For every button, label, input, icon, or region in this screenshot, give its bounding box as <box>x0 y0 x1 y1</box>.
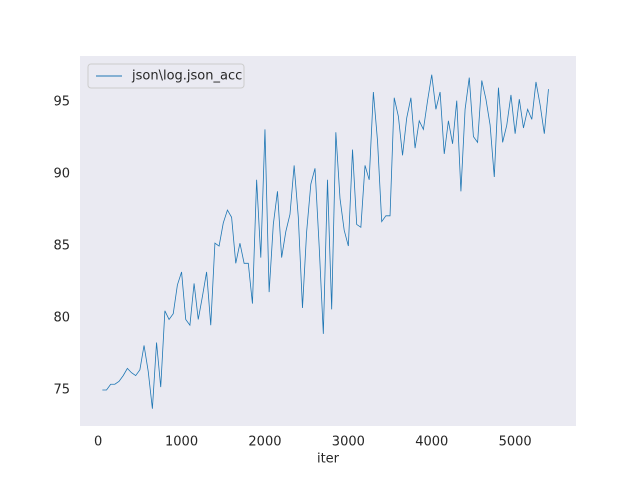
x-tick-label: 0 <box>94 435 102 450</box>
y-tick-label: 90 <box>53 167 70 182</box>
x-axis-label: iter <box>317 452 340 467</box>
x-tick-label: 2000 <box>248 435 281 450</box>
plot-area <box>80 56 576 426</box>
legend-label: json\log.json_acc <box>131 69 242 84</box>
x-tick-label: 1000 <box>165 435 198 450</box>
data-line <box>102 74 549 409</box>
y-tick-label: 80 <box>53 311 70 326</box>
x-tick-label: 3000 <box>332 435 365 450</box>
y-tick-label: 95 <box>53 95 70 110</box>
x-tick-label: 5000 <box>499 435 532 450</box>
legend-box <box>87 63 245 89</box>
x-tick-label: 4000 <box>415 435 448 450</box>
y-tick-label: 85 <box>53 239 70 254</box>
y-tick-label: 75 <box>53 383 70 398</box>
